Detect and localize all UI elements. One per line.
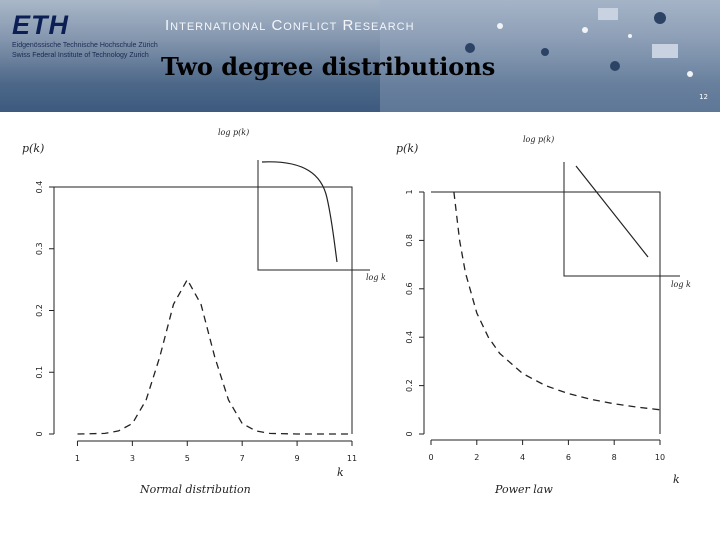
- y-tick-label: 0.6: [405, 282, 414, 295]
- y-tick-label: 0: [405, 431, 414, 436]
- y-tick-label: 0.4: [35, 181, 44, 194]
- left-y-label: p(k): [22, 142, 45, 155]
- y-tick-label: 0.2: [35, 304, 44, 317]
- y-tick-label: 0.8: [405, 234, 414, 247]
- power-law-plot: 00.20.40.60.810 2 4 6 8 10: [405, 189, 665, 462]
- x-tick-label: 6: [566, 453, 571, 462]
- series-line: [77, 278, 352, 435]
- x-tick-label: 10: [655, 453, 665, 462]
- x-tick-label: 11: [347, 454, 357, 463]
- institution-name-german: Eidgenössische Technische Hochschule Zür…: [12, 42, 158, 49]
- y-tick-label: 0.3: [35, 242, 44, 255]
- x-tick-label: 8: [612, 453, 617, 462]
- program-name: International Conflict Research: [165, 17, 415, 34]
- banner-background-graphic: [380, 0, 720, 112]
- x-tick-label: 2: [474, 453, 479, 462]
- series-line: [453, 191, 661, 411]
- left-x-label: k: [337, 466, 344, 479]
- left-inset-y-label: log p(k): [218, 128, 250, 137]
- right-y-label: p(k): [396, 142, 419, 155]
- right-inset-x-label: log k: [671, 280, 691, 289]
- left-inset-x-label: log k: [366, 273, 386, 282]
- x-tick-label: 4: [520, 453, 525, 462]
- right-x-label: k: [673, 473, 680, 486]
- institution-name-english: Swiss Federal Institute of Technology Zu…: [12, 52, 149, 59]
- normal-inset: [257, 160, 370, 271]
- page-number: 12: [699, 93, 708, 101]
- y-tick-label: 0.4: [405, 331, 414, 344]
- y-tick-label: 1: [405, 189, 414, 194]
- x-tick-label: 5: [185, 454, 190, 463]
- right-caption: Power law: [495, 483, 553, 496]
- y-tick-label: 0.1: [35, 366, 44, 379]
- x-tick-label: 0: [428, 453, 433, 462]
- plot-frame: [431, 191, 661, 434]
- power-law-inset: [563, 162, 680, 277]
- slide-title: Two degree distributions: [161, 52, 496, 81]
- normal-inset-axes: [257, 160, 370, 271]
- right-inset-y-label: log p(k): [523, 135, 555, 144]
- normal-distribution-plot: 0 0.1 0.2 0.3 0.4 1 3 5 7 9 11: [35, 181, 357, 463]
- eth-logo: ETH: [12, 10, 69, 40]
- x-tick-label: 3: [130, 454, 135, 463]
- plot-frame: [50, 186, 353, 434]
- left-caption: Normal distribution: [140, 483, 251, 496]
- x-tick-label: 1: [75, 454, 80, 463]
- x-tick-label: 9: [295, 454, 300, 463]
- y-tick-label: 0.2: [405, 379, 414, 392]
- power-law-inset-line: [575, 165, 649, 258]
- power-law-inset-axes: [563, 162, 680, 277]
- header-banner: ETH Eidgenössische Technische Hochschule…: [0, 0, 720, 112]
- x-tick-label: 7: [240, 454, 245, 463]
- normal-inset-curve: [261, 161, 338, 263]
- y-tick-label: 0: [35, 431, 44, 436]
